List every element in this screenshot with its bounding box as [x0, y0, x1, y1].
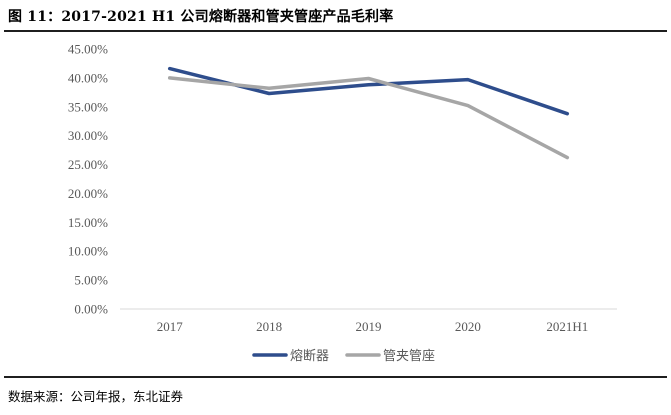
x-tick-label: 2019	[356, 319, 382, 334]
line-chart: 0.00% 5.00% 10.00% 15.00% 20.00% 25.00% 30.00%…	[68, 42, 617, 364]
series-line-1	[167, 66, 570, 116]
y-tick-label: 10.00%	[68, 244, 108, 259]
y-tick-label: 15.00%	[68, 215, 108, 230]
y-tick-label: 0.00%	[74, 302, 108, 317]
source-note: 数据来源：公司年报，东北证券	[8, 389, 184, 404]
source-rule	[4, 376, 667, 378]
legend-label-1: 熔断器	[290, 349, 329, 364]
title-rule	[4, 30, 667, 32]
legend-label-2: 管夹管座	[383, 349, 435, 364]
y-tick-label: 5.00%	[74, 273, 108, 288]
y-tick-label: 25.00%	[68, 157, 108, 172]
x-tick-label: 2021H1	[546, 319, 588, 334]
figure-title: 图 11：2017-2021 H1 公司熔断器和管夹管座产品毛利率	[8, 9, 394, 25]
series-lines	[167, 66, 570, 160]
x-tick-label: 2017	[157, 319, 184, 334]
y-tick-label: 20.00%	[68, 186, 108, 201]
y-tick-label: 30.00%	[68, 128, 108, 143]
y-tick-labels: 0.00% 5.00% 10.00% 15.00% 20.00% 25.00% 30.00%…	[68, 42, 108, 317]
chart-legend: 熔断器 管夹管座	[252, 349, 435, 364]
y-tick-label: 45.00%	[68, 42, 108, 57]
x-tick-labels: 2017 2018 2019 2020 2021H1	[157, 319, 589, 334]
y-tick-label: 35.00%	[68, 99, 108, 114]
series-line-2	[167, 76, 570, 160]
y-tick-label: 40.00%	[68, 70, 108, 85]
x-tick-label: 2020	[455, 319, 481, 334]
x-tick-label: 2018	[256, 319, 282, 334]
